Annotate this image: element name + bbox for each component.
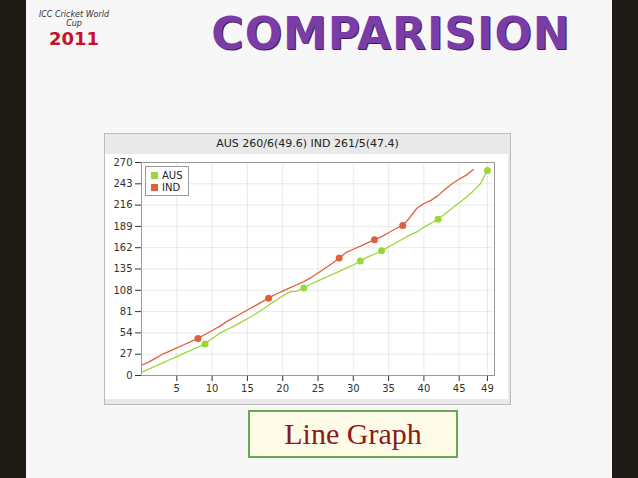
html-text:2011: 2011: [48, 28, 99, 49]
html-text:AUS 260/6(49.6) IND 261/5(47.4: AUS 260/6(49.6) IND 261/5(47.4): [216, 137, 399, 150]
svg-text:216: 216: [113, 199, 132, 210]
svg-text:40: 40: [418, 383, 431, 394]
svg-text:45: 45: [453, 383, 466, 394]
svg-text:54: 54: [120, 327, 133, 338]
svg-text:189: 189: [113, 221, 132, 232]
html-text:ICC Cricket World Cup: ICC Cricket World Cup: [38, 10, 110, 28]
svg-text:81: 81: [120, 306, 133, 317]
html-text:AUS: AUS: [162, 169, 183, 181]
svg-text:25: 25: [312, 383, 325, 394]
html-text:IND: IND: [162, 181, 181, 193]
svg-text:0: 0: [126, 370, 132, 381]
svg-text:10: 10: [206, 383, 219, 394]
svg-text:15: 15: [241, 383, 254, 394]
svg-text:5: 5: [174, 383, 180, 394]
svg-text:243: 243: [113, 178, 132, 189]
svg-text:20: 20: [276, 383, 289, 394]
svg-text:35: 35: [382, 383, 395, 394]
svg-text:135: 135: [113, 263, 132, 274]
svg-text:162: 162: [113, 242, 132, 253]
svg-text:49: 49: [481, 383, 494, 394]
html-text:Line Graph: Line Graph: [284, 417, 422, 450]
svg-text:30: 30: [347, 383, 360, 394]
svg-text:108: 108: [113, 285, 132, 296]
svg-text:27: 27: [120, 348, 133, 359]
html-text:COMPARISION: COMPARISION: [211, 8, 571, 59]
svg-text:270: 270: [113, 157, 132, 168]
